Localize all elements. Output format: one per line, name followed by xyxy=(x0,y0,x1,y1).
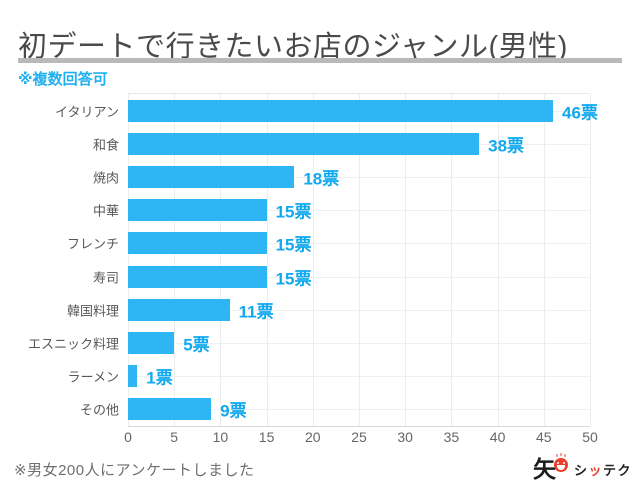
bar-value-label: 38票 xyxy=(488,136,525,156)
bar-value-label: 11票 xyxy=(238,302,274,322)
chart-row: 寿司 15票 xyxy=(93,260,590,293)
x-tick-label: 30 xyxy=(397,429,413,445)
gridline-vertical xyxy=(220,94,222,426)
gridline-vertical xyxy=(359,94,360,426)
category-label: その他 xyxy=(79,402,119,418)
multi-answer-note: ※複数回答可 xyxy=(18,71,108,88)
gridline-horizontal xyxy=(128,376,590,378)
bar xyxy=(128,132,480,155)
x-tick-label: 20 xyxy=(305,429,321,445)
bar xyxy=(128,232,267,255)
gridline-vertical xyxy=(451,94,453,426)
category-label: 寿司 xyxy=(92,270,119,286)
gridline-horizontal xyxy=(128,343,590,345)
bar xyxy=(128,365,138,388)
chart-row: 焼肉 18票 xyxy=(93,160,590,193)
chart-row: 中華 15票 xyxy=(93,194,590,227)
gridline-vertical xyxy=(405,94,407,426)
category-label: フレンチ xyxy=(66,236,119,252)
title-divider xyxy=(18,58,622,63)
smiley-face-icon xyxy=(553,453,568,472)
bar-value-label: 15票 xyxy=(275,235,312,255)
gridline-horizontal xyxy=(128,243,590,245)
x-tick-label: 10 xyxy=(212,429,229,445)
bar xyxy=(128,332,175,355)
chart-row: その他 9票 xyxy=(80,393,590,426)
bar-value-label: 5票 xyxy=(183,335,210,355)
rays-icon xyxy=(560,453,562,456)
bar xyxy=(128,265,267,288)
bar xyxy=(128,99,554,122)
chart-row: フレンチ 15票 xyxy=(67,227,590,260)
gridline-vertical xyxy=(543,94,545,426)
gridline-vertical xyxy=(312,94,314,426)
gridline-vertical xyxy=(266,94,268,426)
gridline-vertical xyxy=(128,94,129,426)
shitteku-logo-mark: 矢 xyxy=(532,453,568,482)
logo-brand-text: シッテク xyxy=(573,463,632,478)
bar xyxy=(128,166,295,188)
bar-value-label: 18票 xyxy=(303,169,340,189)
bar xyxy=(128,398,212,421)
category-label: ラーメン xyxy=(67,369,119,385)
bar-value-label: 1票 xyxy=(146,368,173,388)
chart-row: イタリアン 46票 xyxy=(55,94,598,127)
category-label: 和食 xyxy=(92,137,119,153)
gridline-horizontal xyxy=(128,177,590,178)
x-tick-label: 35 xyxy=(443,429,460,445)
category-label: 焼肉 xyxy=(92,170,119,186)
gridline-horizontal xyxy=(128,309,590,311)
chart-row: 韓国料理 11票 xyxy=(67,293,590,326)
survey-footnote: ※男女200人にアンケートしました xyxy=(14,462,255,479)
bar-value-label: 15票 xyxy=(275,202,312,222)
gridline-vertical xyxy=(174,94,176,426)
gridline-horizontal xyxy=(128,276,590,278)
bar xyxy=(128,298,230,321)
bar xyxy=(128,199,267,222)
x-tick-label: 25 xyxy=(351,429,367,445)
gridline-horizontal xyxy=(128,409,590,411)
x-axis: 0 5 10 15 20 25 30 35 40 45 50 xyxy=(124,429,598,447)
chart-row: エスニック料理 5票 xyxy=(28,326,590,359)
x-tick-label: 15 xyxy=(258,429,275,445)
shitteku-logo: 矢 シッテク xyxy=(532,453,632,482)
category-label: エスニック料理 xyxy=(27,336,119,352)
x-tick-label: 45 xyxy=(536,429,552,445)
gridline-vertical xyxy=(590,94,591,426)
chart-plot: イタリアン 46票 和食 38票 焼肉 18票 中華 15票 フレンチ 15票 寿司 15票 韓国料理 1… xyxy=(28,93,598,427)
x-tick-label: 40 xyxy=(489,429,506,445)
category-label: 中華 xyxy=(92,203,119,219)
category-label: イタリアン xyxy=(55,104,119,120)
logo-kanji: 矢 xyxy=(532,456,556,482)
chart-row: 和食 38票 xyxy=(93,127,590,160)
x-tick-label: 0 xyxy=(124,429,132,445)
chart-row: ラーメン 1票 xyxy=(68,360,590,393)
x-tick-label: 50 xyxy=(582,429,598,445)
bar-value-label: 46票 xyxy=(562,103,598,123)
category-label: 韓国料理 xyxy=(66,303,119,319)
x-tick-label: 5 xyxy=(170,429,179,445)
bar-value-label: 9票 xyxy=(220,401,247,421)
bar-value-label: 15票 xyxy=(275,269,312,289)
gridline-horizontal xyxy=(128,210,590,212)
gridline-vertical xyxy=(497,94,499,426)
